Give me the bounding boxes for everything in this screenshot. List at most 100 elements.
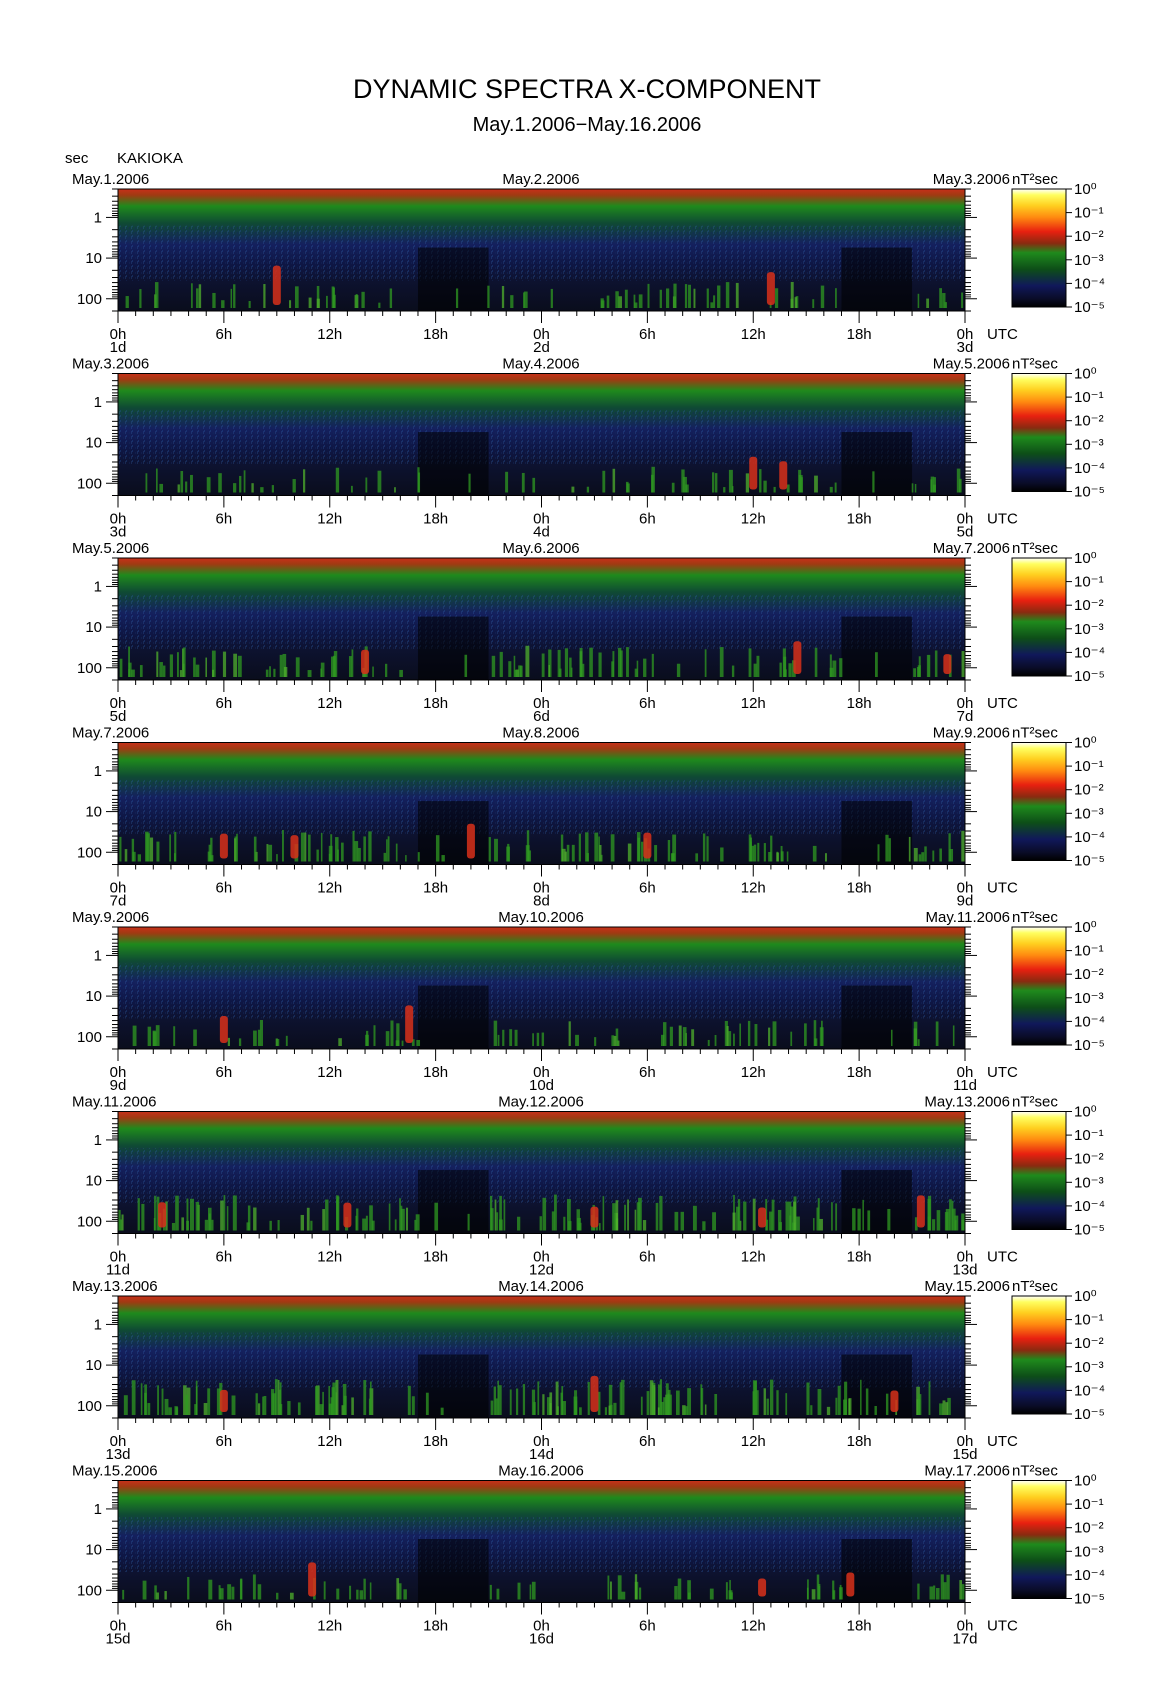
activity-streak xyxy=(268,844,273,862)
activity-streak xyxy=(467,1213,470,1231)
x-tick-label: 6h xyxy=(639,695,656,712)
activity-streak xyxy=(509,1029,513,1046)
activity-streak xyxy=(400,1205,403,1231)
activity-streak xyxy=(240,1578,243,1600)
station-label: KAKIOKA xyxy=(117,150,183,167)
spectrogram-noise xyxy=(118,410,965,465)
activity-streak xyxy=(522,1384,526,1415)
y-tick-label: 100 xyxy=(77,844,102,861)
activity-streak xyxy=(610,834,615,862)
activity-streak xyxy=(400,1208,405,1231)
activity-streak xyxy=(144,1392,147,1415)
spectrum-panel: May.15.2006 May.16.2006 May.17.2006 nT²sec 1… xyxy=(72,1463,1105,1648)
activity-streak xyxy=(525,645,530,677)
activity-streak xyxy=(276,1592,279,1600)
activity-streak xyxy=(139,665,143,677)
x-tick-label: 0h xyxy=(957,1249,974,1266)
activity-streak xyxy=(233,284,236,308)
activity-streak xyxy=(917,1583,920,1600)
activity-streak xyxy=(132,851,136,862)
x-tick-label: 6h xyxy=(639,511,656,528)
activity-streak xyxy=(732,1212,736,1231)
y-tick-label: 100 xyxy=(77,1582,102,1599)
activity-streak xyxy=(913,1021,918,1046)
activity-streak xyxy=(145,473,148,493)
activity-streak xyxy=(186,1198,189,1231)
activity-streak xyxy=(282,653,287,677)
activity-streak xyxy=(207,1388,211,1415)
activity-streak xyxy=(768,851,772,862)
x-tick-label: 0h xyxy=(957,511,974,528)
activity-streak xyxy=(155,468,158,493)
activity-streak xyxy=(531,1581,536,1600)
y-tick-label: 10 xyxy=(85,1173,102,1190)
activity-streak xyxy=(227,1037,230,1046)
activity-streak xyxy=(824,853,827,862)
activity-streak xyxy=(551,1211,555,1231)
activity-streak xyxy=(496,1588,500,1600)
activity-streak xyxy=(582,663,585,677)
activity-streak xyxy=(887,1208,891,1231)
activity-streak xyxy=(371,1220,375,1231)
activity-streak xyxy=(570,667,573,677)
activity-streak xyxy=(579,1407,582,1415)
x-tick-label: 18h xyxy=(423,1433,448,1450)
activity-streak xyxy=(729,1580,731,1600)
day-label: 2d xyxy=(533,339,550,356)
activity-streak xyxy=(647,283,650,308)
activity-streak xyxy=(769,302,772,308)
activity-streak xyxy=(514,1029,518,1046)
activity-streak xyxy=(253,1030,257,1046)
y-tick-label: 10 xyxy=(85,1542,102,1559)
activity-streak xyxy=(702,833,706,862)
activity-streak xyxy=(155,1025,160,1046)
panel-start-date: May.3.2006 xyxy=(72,356,149,373)
activity-streak xyxy=(751,845,755,862)
x-tick-label: 6h xyxy=(639,326,656,343)
activity-streak xyxy=(142,1580,147,1600)
activity-streak xyxy=(564,851,567,862)
activity-streak xyxy=(149,837,154,862)
y-tick-label: 1 xyxy=(94,1501,102,1518)
activity-streak xyxy=(885,1393,889,1415)
day-label: 7d xyxy=(957,708,974,725)
x-unit-label: UTC xyxy=(987,880,1018,897)
activity-streak xyxy=(712,1212,717,1231)
activity-streak xyxy=(795,1216,800,1231)
activity-streak xyxy=(611,1035,615,1046)
y-tick-label: 10 xyxy=(85,1357,102,1374)
activity-streak xyxy=(287,1401,291,1415)
activity-streak xyxy=(193,1029,197,1046)
activity-streak xyxy=(316,285,320,308)
activity-streak xyxy=(634,1574,638,1600)
activity-streak xyxy=(493,1386,496,1415)
pc-event xyxy=(590,1206,599,1228)
activity-streak xyxy=(932,850,935,862)
x-unit-label: UTC xyxy=(987,1064,1018,1081)
activity-streak xyxy=(238,1038,242,1046)
activity-streak xyxy=(368,831,372,862)
activity-streak xyxy=(494,838,498,862)
activity-streak xyxy=(145,831,149,862)
spectrum-panel: May.5.2006 May.6.2006 May.7.2006 nT²sec 1 10 1… xyxy=(72,540,1105,725)
activity-streak xyxy=(659,289,662,308)
activity-streak xyxy=(606,295,610,308)
activity-streak xyxy=(780,851,784,862)
activity-streak xyxy=(161,1388,164,1415)
activity-streak xyxy=(918,656,921,677)
activity-streak xyxy=(537,1381,540,1415)
activity-streak xyxy=(206,477,211,493)
activity-streak xyxy=(638,294,643,308)
x-tick-label: 0h xyxy=(957,1618,974,1635)
activity-streak xyxy=(779,662,782,677)
activity-streak xyxy=(834,482,837,493)
activity-streak xyxy=(560,834,564,862)
activity-streak xyxy=(817,1388,822,1415)
x-unit-label: UTC xyxy=(987,326,1018,343)
activity-streak xyxy=(921,852,925,862)
y-tick-label: 1 xyxy=(94,763,102,780)
activity-streak xyxy=(810,1405,813,1415)
activity-streak xyxy=(675,1390,680,1415)
activity-streak xyxy=(942,1400,946,1415)
activity-streak xyxy=(666,288,670,308)
